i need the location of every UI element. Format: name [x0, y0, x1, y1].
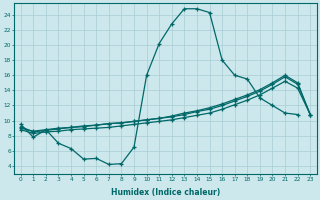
X-axis label: Humidex (Indice chaleur): Humidex (Indice chaleur) [111, 188, 220, 197]
